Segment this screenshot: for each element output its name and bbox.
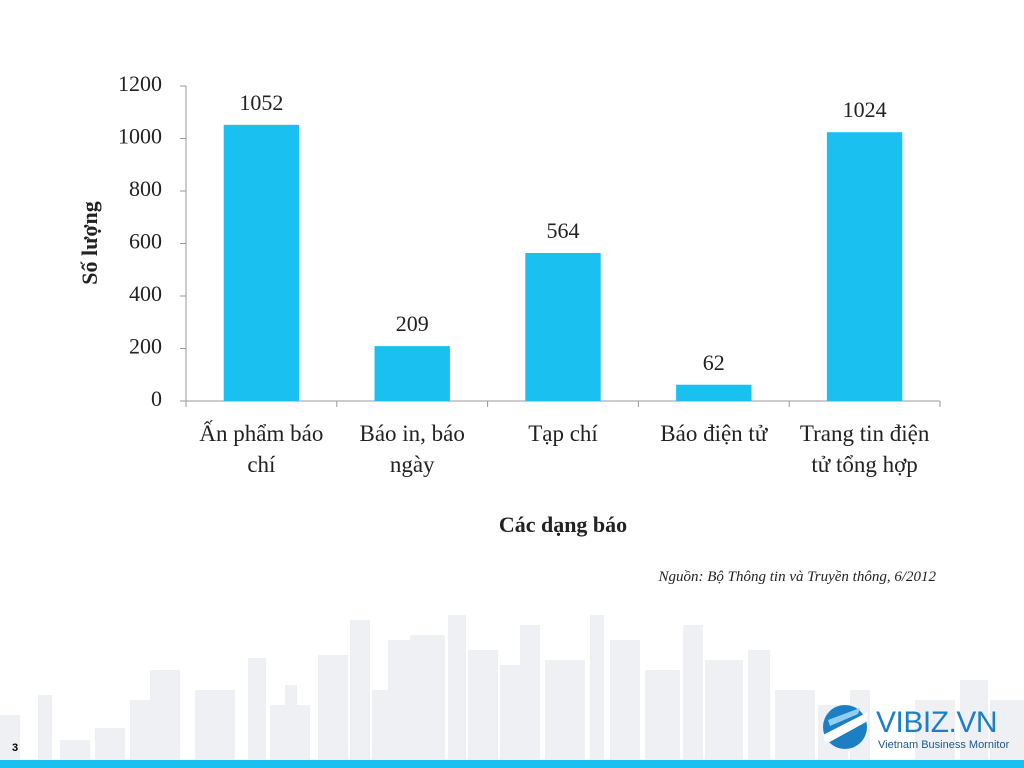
skyline-background bbox=[0, 615, 1024, 765]
x-tick-label: Báo điện tử bbox=[660, 421, 768, 446]
bar bbox=[223, 124, 300, 401]
y-tick-label: 0 bbox=[151, 386, 162, 411]
data-label: 1052 bbox=[239, 90, 283, 115]
data-label: 1024 bbox=[843, 97, 887, 122]
y-tick-label: 800 bbox=[129, 176, 162, 201]
x-axis-title: Các dạng báo bbox=[499, 512, 627, 537]
y-tick-label: 1000 bbox=[118, 124, 162, 149]
page-number: 3 bbox=[12, 742, 19, 754]
y-tick-label: 200 bbox=[129, 334, 162, 359]
logo-text: VIBIZ.VN bbox=[876, 706, 998, 739]
x-tick-label: Ấn phẩm báo chí bbox=[199, 421, 324, 477]
bar bbox=[676, 384, 752, 401]
bar bbox=[525, 252, 601, 401]
y-tick-label: 1200 bbox=[118, 71, 162, 96]
data-label: 62 bbox=[703, 350, 725, 375]
logo-tagline: Vietnam Business Mornitor bbox=[878, 739, 1010, 751]
x-tick-label: Báo in, báo ngày bbox=[359, 421, 465, 477]
x-tick-label: Tạp chí bbox=[528, 421, 598, 446]
logo-icon bbox=[823, 705, 868, 749]
x-tick-label: Trang tin điện tử tổng hợp bbox=[799, 421, 930, 477]
y-axis-title: Số lượng bbox=[77, 201, 102, 284]
footer-bar bbox=[0, 760, 1024, 768]
source-note: Nguồn: Bộ Thông tin và Truyền thông, 6/2… bbox=[658, 569, 937, 585]
y-tick-label: 600 bbox=[129, 229, 162, 254]
data-label: 209 bbox=[396, 311, 429, 336]
y-tick-label: 400 bbox=[129, 281, 162, 306]
bar bbox=[826, 132, 903, 401]
bar bbox=[374, 346, 450, 401]
data-label: 564 bbox=[547, 218, 580, 243]
